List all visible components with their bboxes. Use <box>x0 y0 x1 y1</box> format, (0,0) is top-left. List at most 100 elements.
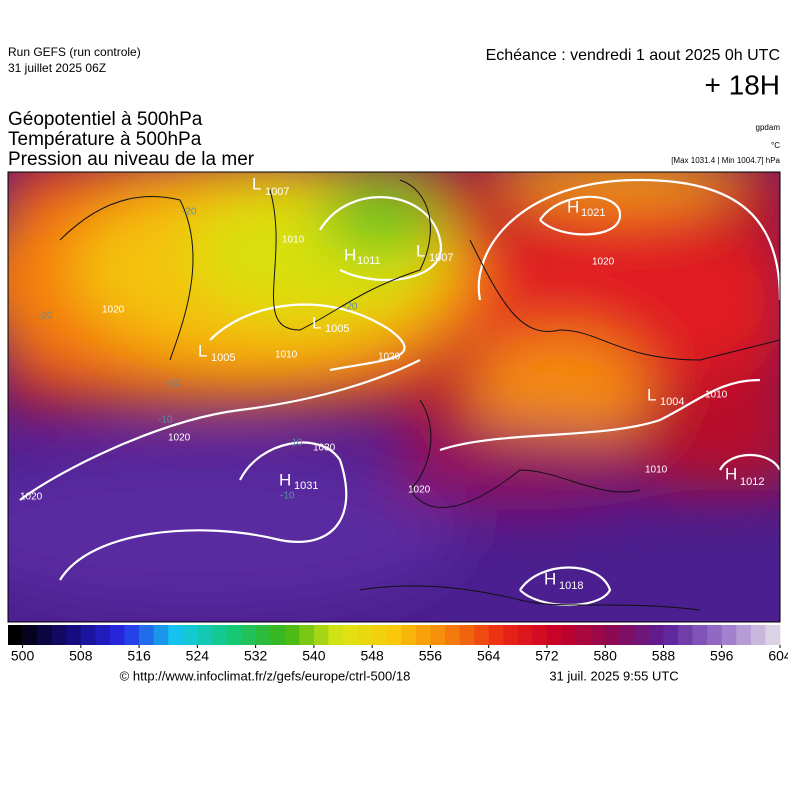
colorbar-swatch <box>532 625 548 645</box>
isobar-label: 1030 <box>313 443 336 454</box>
colorbar-swatch <box>8 625 23 645</box>
colorbar-swatch <box>721 625 737 645</box>
pressure-center: H <box>279 470 291 489</box>
colorbar-swatch <box>357 625 373 645</box>
colorbar-swatch <box>474 625 489 645</box>
colorbar-swatch <box>678 625 693 645</box>
colorbar-swatch <box>444 625 460 645</box>
colorbar-swatch <box>343 625 358 645</box>
pressure-center: H <box>344 245 356 264</box>
colorbar-label: 564 <box>477 648 501 664</box>
colorbar-swatch <box>168 625 184 645</box>
isobar-label: 1020 <box>168 433 191 444</box>
pressure-value: 1031 <box>294 480 318 492</box>
colorbar-label: 548 <box>360 648 384 664</box>
colorbar-swatch <box>197 625 213 645</box>
temperature-label: -10 <box>158 415 173 426</box>
colorbar-swatch <box>692 625 708 645</box>
colorbar-swatch <box>750 625 766 645</box>
colorbar-swatch <box>430 625 446 645</box>
colorbar-label: 596 <box>710 648 734 664</box>
colorbar-swatch <box>299 625 315 645</box>
field: Pression au niveau de la mer <box>8 149 255 170</box>
pressure-value: 1007 <box>265 186 289 198</box>
colorbar-swatch <box>226 625 242 645</box>
pressure-center: L <box>312 313 321 332</box>
colorbar-swatch <box>736 625 752 645</box>
colorbar-swatch <box>765 625 781 645</box>
colorbar-swatch <box>139 625 154 645</box>
isobar-label: 1010 <box>705 390 728 401</box>
colorbar-label: 508 <box>69 648 93 664</box>
colorbar-swatch <box>313 625 329 645</box>
colorbar: 500 508 516 524 532 540 548 556 564 572 580 588 596 6… <box>8 625 788 664</box>
pressure-center: L <box>647 385 656 404</box>
pressure-center: L <box>252 174 261 193</box>
unit: gpdam <box>756 123 781 132</box>
field: Température à 500hPa <box>8 129 202 150</box>
run: Run GEFS (run controle) <box>8 45 141 59</box>
colorbar-swatch <box>66 625 82 645</box>
unit: °C <box>771 141 780 150</box>
colorbar-swatch <box>517 625 533 645</box>
pressure-value: 1018 <box>559 580 583 592</box>
colorbar-swatch <box>561 625 577 645</box>
colorbar-label: 556 <box>419 648 443 664</box>
source: © http://www.infoclimat.fr/z/gefs/europe… <box>120 668 411 683</box>
pressure-value: 1004 <box>660 396 684 408</box>
colorbar-swatch <box>386 625 402 645</box>
map: H 1021 L 1007 H 1011 L 1007 L 1005 L 100… <box>8 172 780 622</box>
temperature-label: -20 <box>38 311 53 322</box>
pressure-center: H <box>544 569 556 588</box>
colorbar-swatch <box>546 625 562 645</box>
lead-time: + 18H <box>705 69 781 100</box>
colorbar-label: 604 <box>768 648 788 664</box>
colorbar-swatch <box>401 625 417 645</box>
valid-time: Echéance : vendredi 1 aout 2025 0h UTC <box>486 47 780 64</box>
colorbar-swatch <box>211 625 227 645</box>
isobar-label: 1010 <box>645 465 668 476</box>
timestamp: 31 juil. 2025 9:55 UTC <box>549 668 678 683</box>
colorbar-swatch <box>415 625 431 645</box>
colorbar-label: 540 <box>302 648 326 664</box>
colorbar-label: 572 <box>535 648 559 664</box>
colorbar-swatch <box>284 625 300 645</box>
temperature-label: -10 <box>288 438 303 449</box>
colorbar-swatch <box>576 625 591 645</box>
colorbar-swatch <box>124 625 140 645</box>
colorbar-swatch <box>590 625 606 645</box>
colorbar-label: 500 <box>11 648 35 664</box>
isobar-label: 1020 <box>378 352 401 363</box>
colorbar-swatch <box>488 625 504 645</box>
colorbar-label: 580 <box>594 648 618 664</box>
temperature-label: -20 <box>166 379 181 390</box>
pressure-value: 1005 <box>325 323 349 335</box>
temperature-label: -20 <box>343 302 358 313</box>
isobar-label: 1010 <box>282 235 305 246</box>
isobar-label: 1020 <box>102 305 125 316</box>
colorbar-swatch <box>241 625 256 645</box>
colorbar-swatch <box>648 625 664 645</box>
isobar-label: 1020 <box>20 492 43 503</box>
colorbar-label: 524 <box>186 648 210 664</box>
pressure-value: 1005 <box>211 352 235 364</box>
colorbar-swatch <box>707 625 723 645</box>
pressure-center: L <box>416 241 425 260</box>
pressure-value: 1007 <box>429 252 453 264</box>
colorbar-swatch <box>459 625 475 645</box>
colorbar-swatch <box>109 625 125 645</box>
run-date: 31 juillet 2025 06Z <box>8 61 106 75</box>
colorbar-swatch <box>255 625 271 645</box>
temperature-label: -10 <box>280 491 295 502</box>
colorbar-swatch <box>95 625 111 645</box>
colorbar-swatch <box>22 625 38 645</box>
colorbar-swatch <box>80 625 96 645</box>
colorbar-swatch <box>328 625 344 645</box>
colorbar-swatch <box>51 625 67 645</box>
colorbar-swatch <box>153 625 169 645</box>
pressure-center: L <box>198 341 207 360</box>
colorbar-swatch <box>270 625 286 645</box>
colorbar-swatch <box>663 625 679 645</box>
isobar-label: 1020 <box>592 257 615 268</box>
